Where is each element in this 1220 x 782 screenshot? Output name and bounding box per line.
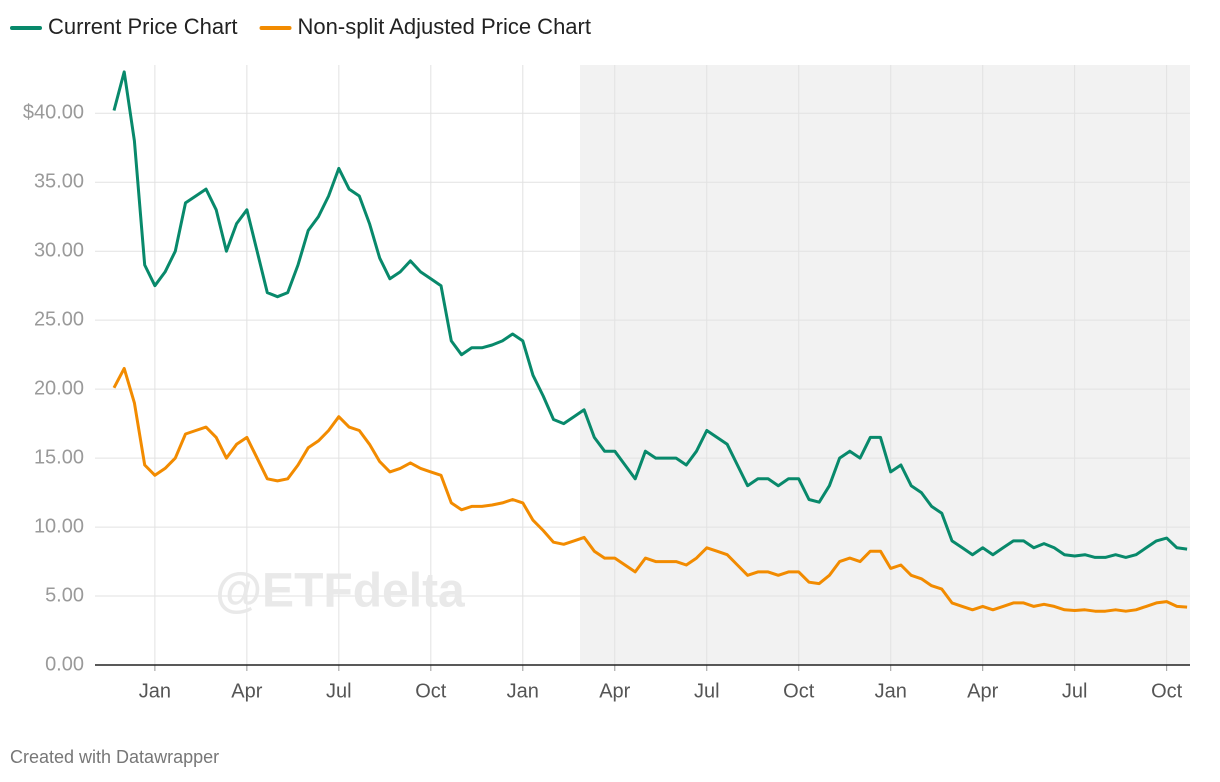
y-tick-label: 10.00 bbox=[34, 515, 84, 537]
legend: Current Price Chart Non-split Adjusted Pr… bbox=[10, 14, 591, 39]
grid: 0.00 5.00 10.00 15.00 20.00 25.00 30.00 35.00 $4… bbox=[23, 65, 1190, 702]
y-tick-label: 20.00 bbox=[34, 377, 84, 399]
y-tick-label: 30.00 bbox=[34, 239, 84, 261]
credit: Created with Datawrapper bbox=[10, 747, 219, 767]
x-tick-label: Jan bbox=[507, 680, 539, 702]
x-tick-label: Apr bbox=[231, 680, 262, 702]
legend-label: Current Price Chart bbox=[48, 14, 238, 39]
x-tick-label: Oct bbox=[415, 680, 447, 702]
y-tick-label: $40.00 bbox=[23, 102, 84, 124]
y-tick-label: 5.00 bbox=[45, 584, 84, 606]
y-tick-label: 15.00 bbox=[34, 446, 84, 468]
lines bbox=[112, 70, 1188, 613]
watermark: @ETFdelta bbox=[215, 565, 465, 618]
y-tick-label: 0.00 bbox=[45, 653, 84, 675]
series-line bbox=[112, 70, 1188, 559]
x-tick-label: Apr bbox=[967, 680, 998, 702]
x-tick-label: Jan bbox=[875, 680, 907, 702]
x-tick-label: Jul bbox=[694, 680, 720, 702]
x-tick-label: Oct bbox=[783, 680, 815, 702]
x-tick-label: Apr bbox=[599, 680, 630, 702]
series-line bbox=[112, 366, 1188, 613]
highlight-band bbox=[580, 65, 1190, 665]
x-tick-label: Jul bbox=[1062, 680, 1088, 702]
y-tick-label: 35.00 bbox=[34, 171, 84, 193]
x-tick-label: Jul bbox=[326, 680, 352, 702]
y-tick-label: 25.00 bbox=[34, 308, 84, 330]
legend-label: Non-split Adjusted Price Chart bbox=[298, 14, 591, 39]
x-tick-label: Jan bbox=[139, 680, 171, 702]
x-tick-label: Oct bbox=[1151, 680, 1183, 702]
